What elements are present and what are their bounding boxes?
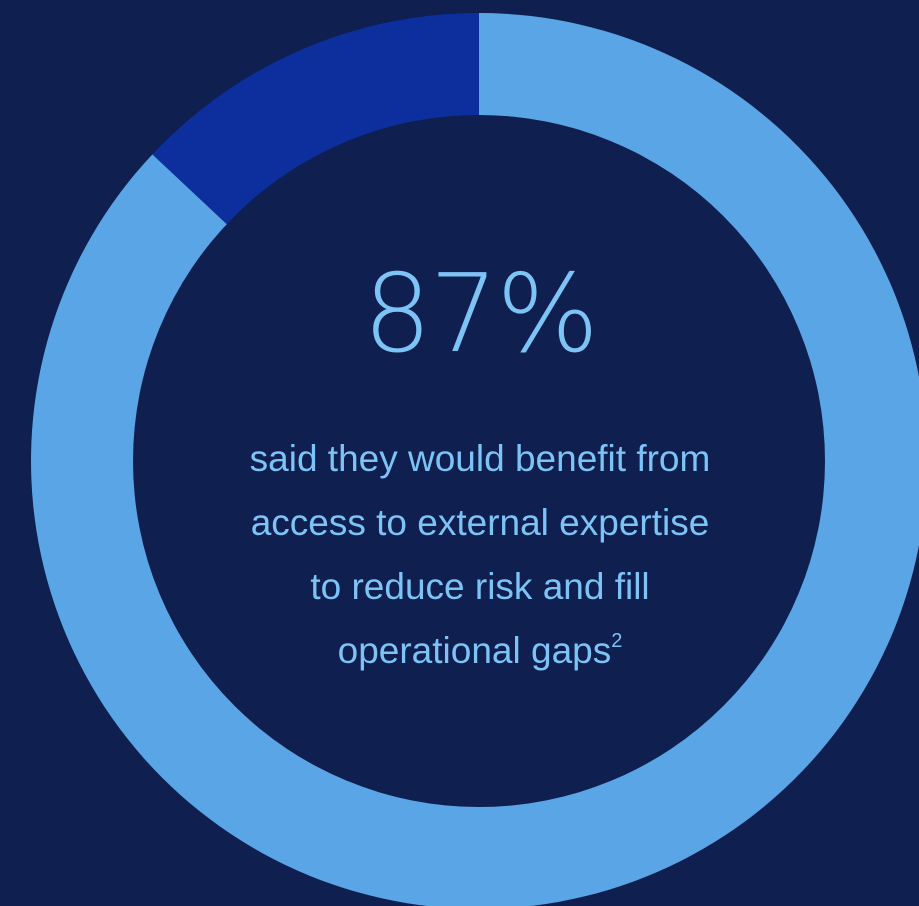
description-line-1: said they would benefit from [249, 438, 711, 479]
donut-hole [133, 115, 825, 807]
description-line-3: to reduce risk and fill [310, 566, 650, 607]
donut-center-label: 87% said they would benefit from access … [180, 255, 780, 683]
footnote-marker: 2 [611, 630, 623, 652]
description-line-4-text: operational gaps [337, 630, 612, 671]
headline-description: said they would benefit from access to e… [180, 427, 780, 683]
description-line-4: operational gaps2 [180, 619, 780, 683]
headline-percentage: 87% [362, 252, 599, 377]
description-line-2: access to external expertise [250, 502, 710, 543]
